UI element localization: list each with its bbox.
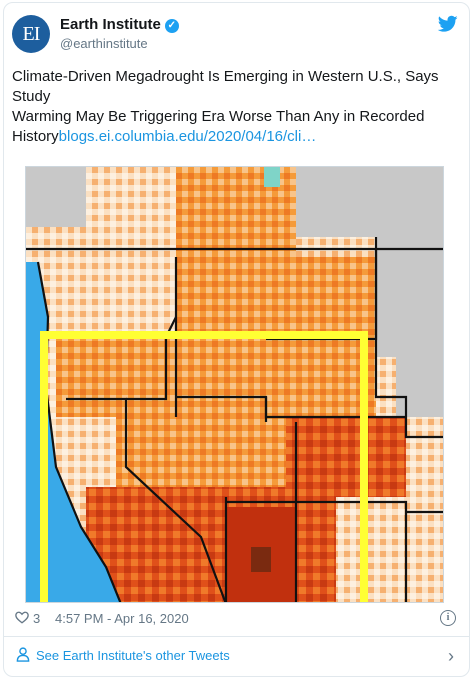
avatar[interactable]: EI (12, 15, 50, 53)
tweet-meta: 3 4:57 PM - Apr 16, 2020 i (12, 610, 462, 630)
western-us-drought-map (26, 167, 443, 602)
tweet-header: EI Earth Institute ✓ @earthinstitute (12, 13, 462, 57)
tweet-line-4-prefix: History (12, 128, 59, 145)
see-more-tweets-link[interactable]: See Earth Institute's other Tweets (36, 648, 230, 663)
tweet-line-4: Historyblogs.ei.columbia.edu/2020/04/16/… (12, 127, 462, 147)
drought-map-image[interactable] (25, 166, 444, 603)
tweet-line-1: Climate-Driven Megadrought Is Emerging i… (12, 68, 439, 85)
twitter-bird-icon[interactable] (438, 15, 458, 33)
tweet-line-2: Study (12, 88, 51, 105)
tweet-text: Climate-Driven Megadrought Is Emerging i… (12, 67, 462, 147)
account-name[interactable]: Earth Institute ✓ (60, 16, 179, 33)
heart-icon[interactable] (15, 611, 29, 624)
divider (4, 636, 469, 637)
see-more-tweets-row[interactable]: See Earth Institute's other Tweets › (12, 644, 462, 668)
verified-badge-icon: ✓ (164, 19, 179, 33)
embedded-tweet-card[interactable]: EI Earth Institute ✓ @earthinstitute Clim… (3, 2, 470, 677)
info-icon[interactable]: i (440, 610, 456, 626)
account-handle[interactable]: @earthinstitute (60, 36, 148, 51)
tweet-line-3: Warming May Be Triggering Era Worse Than… (12, 108, 425, 125)
account-name-text[interactable]: Earth Institute (60, 16, 161, 33)
tweet-timestamp[interactable]: 4:57 PM - Apr 16, 2020 (55, 611, 189, 626)
chevron-right-icon[interactable]: › (448, 646, 454, 666)
person-icon (16, 647, 30, 662)
article-link[interactable]: blogs.ei.columbia.edu/2020/04/16/cli… (58, 128, 317, 145)
like-count: 3 (33, 611, 41, 626)
